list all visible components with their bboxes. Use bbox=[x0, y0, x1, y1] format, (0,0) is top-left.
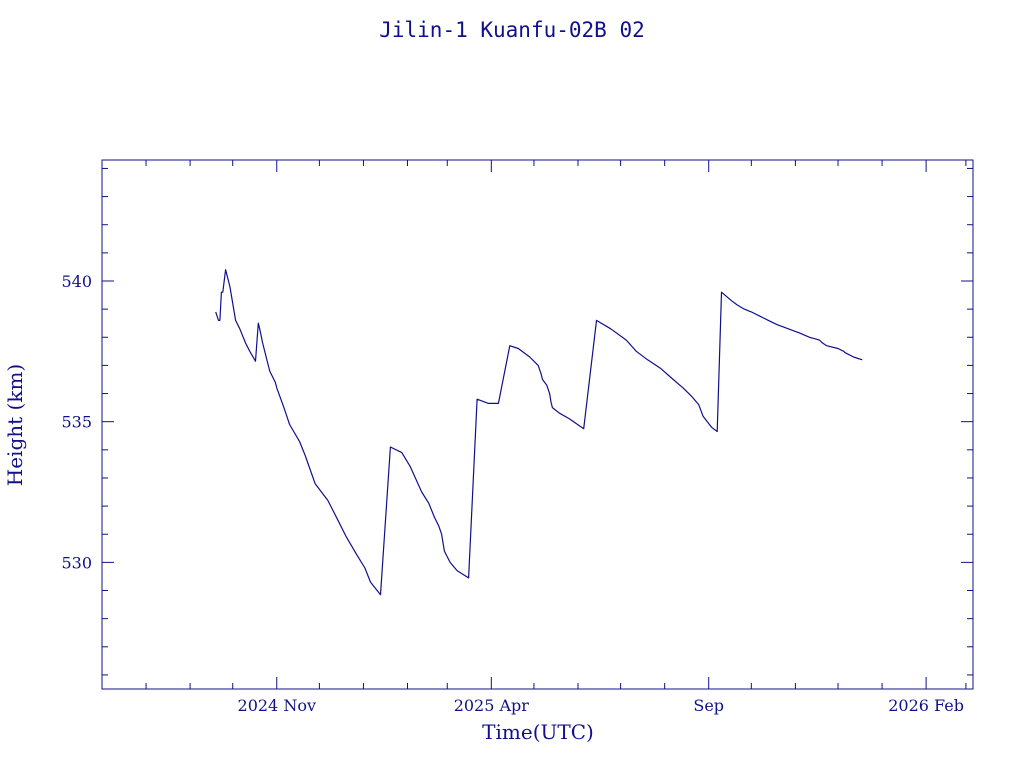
chart-title: Jilin-1 Kuanfu-02B 02 bbox=[379, 18, 645, 42]
plot-frame bbox=[101, 159, 974, 690]
x-tick-label: Sep bbox=[693, 696, 724, 715]
y-tick-label: 530 bbox=[61, 553, 92, 572]
x-axis-label: Time(UTC) bbox=[482, 720, 594, 744]
y-axis-label: Height (km) bbox=[3, 364, 27, 486]
x-tick-label: 2025 Apr bbox=[454, 696, 530, 715]
axis-ticks bbox=[102, 160, 973, 689]
height-series-line bbox=[215, 269, 863, 596]
y-tick-label: 535 bbox=[61, 413, 92, 432]
y-tick-label: 540 bbox=[61, 272, 92, 291]
x-tick-label: 2024 Nov bbox=[238, 696, 316, 715]
x-tick-label: 2026 Feb bbox=[888, 696, 964, 715]
axis-tick-labels: 2024 Nov 2025 Apr Sep 2026 Feb 530 535 540 bbox=[61, 272, 964, 715]
